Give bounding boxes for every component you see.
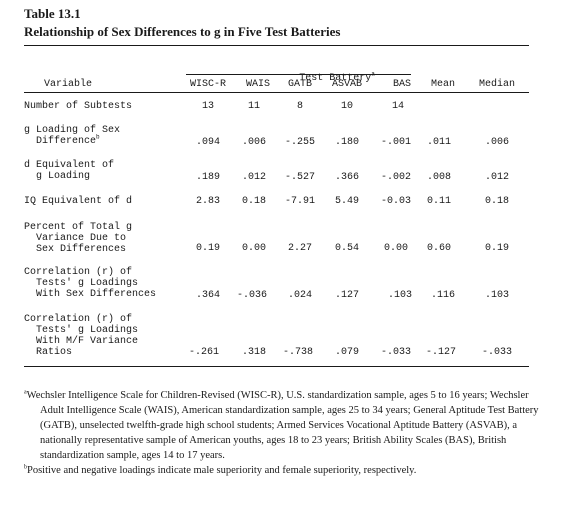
row-label: Correlation (r) of Tests' g Loadings With … [24, 314, 139, 358]
cell-wiscr: .189 [195, 172, 220, 183]
cell-gatb: -.527 [284, 172, 315, 183]
cell-wiscr: 0.19 [195, 243, 220, 254]
cell-bas: -0.03 [380, 196, 411, 207]
variable-header: Variable [44, 79, 93, 90]
cell-asvab: 10 [340, 101, 353, 112]
cell-wiscr: .364 [195, 290, 220, 301]
row-label: g Loading of Sex Differenceb [24, 125, 121, 147]
cell-mean: .008 [426, 172, 451, 183]
col-header-median: Median [478, 79, 515, 90]
cell-mean: 0.11 [426, 196, 451, 207]
cell-bas: 14 [391, 101, 404, 112]
footnote-a: aWechsler Intelligence Scale for Childre… [24, 389, 539, 462]
col-header-bas: BAS [392, 79, 411, 90]
col-header-wiscr: WISC-R [189, 79, 226, 90]
cell-wais: .318 [241, 347, 266, 358]
table-label: Table 13.1 [24, 6, 81, 21]
cell-bas: -.001 [380, 137, 411, 148]
bottom-rule [24, 366, 529, 367]
cell-mean: .116 [430, 290, 455, 301]
row-label: Correlation (r) of Tests' g Loadings With … [24, 267, 157, 300]
col-header-asvab: ASVAB [331, 79, 362, 90]
header-rule [24, 92, 529, 93]
cell-asvab: 5.49 [334, 196, 359, 207]
table-title: Relationship of Sex Differences to g in … [24, 24, 341, 39]
cell-wais: .006 [241, 137, 266, 148]
cell-asvab: 0.54 [334, 243, 359, 254]
cell-median: .103 [484, 290, 509, 301]
cell-median: .006 [484, 137, 509, 148]
cell-wais: 0.18 [241, 196, 266, 207]
cell-gatb: 8 [296, 101, 303, 112]
row-label: Number of Subtests [24, 101, 133, 112]
cell-median: 0.19 [484, 243, 509, 254]
top-rule [24, 45, 529, 46]
cell-wiscr: -.261 [188, 347, 219, 358]
footnote-b: bPositive and negative loadings indicate… [24, 464, 417, 477]
cell-wiscr: .094 [195, 137, 220, 148]
cell-median: .012 [484, 172, 509, 183]
cell-median: -.033 [481, 347, 512, 358]
footnotes: aWechsler Intelligence Scale for Childre… [24, 388, 554, 478]
cell-wiscr: 2.83 [195, 196, 220, 207]
cell-gatb: -7.91 [284, 196, 315, 207]
row-label: d Equivalent of g Loading [24, 160, 115, 182]
cell-mean: -.127 [425, 347, 456, 358]
cell-asvab: .180 [334, 137, 359, 148]
col-header-mean: Mean [430, 79, 455, 90]
cell-mean: 0.60 [426, 243, 451, 254]
group-rule [186, 74, 411, 75]
cell-gatb: -.255 [284, 137, 315, 148]
cell-wais: -.036 [236, 290, 267, 301]
cell-wais: 11 [247, 101, 260, 112]
cell-mean: .011 [426, 137, 451, 148]
footnote-mark-b: b [96, 133, 100, 141]
row-label: IQ Equivalent of d [24, 196, 133, 207]
cell-gatb: 2.27 [287, 243, 312, 254]
row-label: Percent of Total g Variance Due to Sex D… [24, 222, 133, 255]
cell-median: 0.18 [484, 196, 509, 207]
cell-bas: -.033 [380, 347, 411, 358]
cell-asvab: .127 [334, 290, 359, 301]
cell-gatb: .024 [287, 290, 312, 301]
cell-bas: -.002 [380, 172, 411, 183]
cell-gatb: -.738 [282, 347, 313, 358]
cell-bas: .103 [387, 290, 412, 301]
cell-wiscr: 13 [201, 101, 214, 112]
cell-bas: 0.00 [383, 243, 408, 254]
cell-wais: 0.00 [241, 243, 266, 254]
cell-asvab: .079 [334, 347, 359, 358]
cell-wais: .012 [241, 172, 266, 183]
col-header-gatb: GATB [287, 79, 312, 90]
cell-asvab: .366 [334, 172, 359, 183]
col-header-wais: WAIS [245, 79, 270, 90]
